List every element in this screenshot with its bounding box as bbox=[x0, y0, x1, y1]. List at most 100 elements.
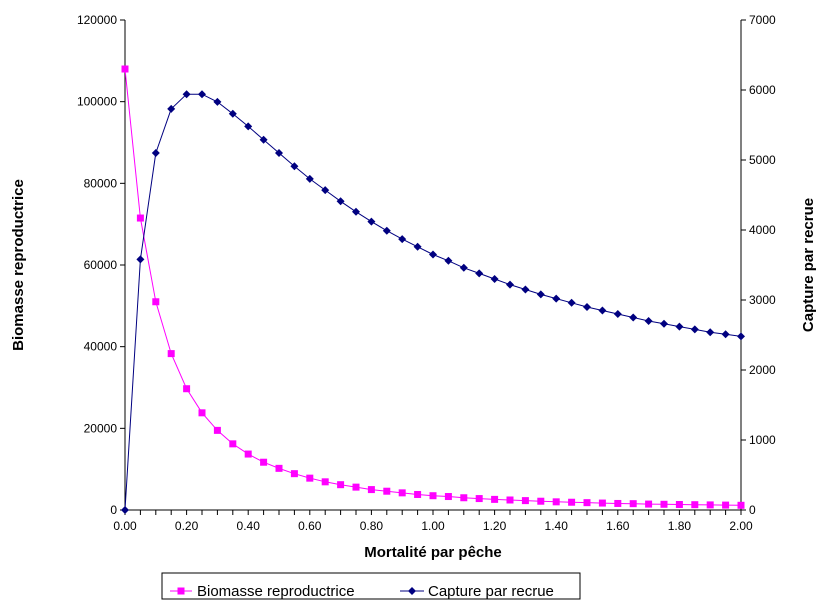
x-tick-label: 0.80 bbox=[360, 519, 384, 533]
x-tick-label: 0.40 bbox=[237, 519, 261, 533]
series-line-capture bbox=[124, 93, 742, 511]
data-point-capture bbox=[305, 174, 314, 183]
data-point-capture bbox=[275, 149, 283, 157]
data-point-biomasse bbox=[675, 500, 683, 508]
legend: Biomasse reproductrice Capture par recru… bbox=[161, 572, 581, 600]
y-right-tick-label: 5000 bbox=[749, 153, 776, 167]
data-point-biomasse bbox=[152, 298, 160, 306]
data-point-capture bbox=[506, 280, 514, 289]
y-right-tick-label: 4000 bbox=[749, 223, 776, 237]
x-tick-label: 1.20 bbox=[483, 519, 507, 533]
y-right-tick-label: 0 bbox=[749, 503, 756, 517]
data-point-biomasse bbox=[198, 409, 206, 417]
x-tick-label: 0.60 bbox=[298, 519, 322, 533]
data-point-biomasse bbox=[183, 385, 191, 393]
y-left-tick-label: 100000 bbox=[77, 95, 117, 109]
data-point-biomasse bbox=[645, 500, 653, 508]
y-left-tick-label: 60000 bbox=[84, 258, 118, 272]
data-point-biomasse bbox=[414, 490, 422, 498]
data-point-biomasse bbox=[213, 426, 221, 434]
data-point-biomasse bbox=[398, 489, 406, 497]
data-point-biomasse bbox=[491, 495, 499, 503]
data-point-capture bbox=[367, 217, 376, 226]
data-point-biomasse bbox=[229, 440, 237, 448]
data-point-biomasse bbox=[583, 499, 591, 507]
x-tick-label: 0.00 bbox=[113, 519, 137, 533]
data-point-biomasse bbox=[429, 492, 437, 500]
y-left-tick-label: 40000 bbox=[84, 340, 118, 354]
data-point-capture bbox=[151, 149, 160, 157]
data-point-biomasse bbox=[506, 496, 514, 504]
data-point-biomasse bbox=[306, 474, 314, 482]
y-left-tick-label: 120000 bbox=[77, 13, 117, 27]
data-point-capture bbox=[121, 506, 129, 514]
data-point-biomasse bbox=[321, 478, 329, 486]
data-point-biomasse bbox=[629, 500, 637, 508]
data-point-biomasse bbox=[737, 501, 745, 509]
data-point-biomasse bbox=[121, 65, 129, 73]
data-point-biomasse bbox=[475, 495, 483, 503]
data-point-capture bbox=[290, 162, 299, 171]
data-point-biomasse bbox=[352, 483, 360, 491]
y-left-tick-label: 20000 bbox=[84, 421, 118, 435]
data-point-capture bbox=[336, 197, 345, 206]
data-point-capture bbox=[675, 322, 684, 331]
data-point-biomasse bbox=[537, 497, 545, 505]
data-point-capture bbox=[444, 256, 453, 265]
legend-label-capture: Capture par recrue bbox=[428, 583, 554, 600]
series-layer bbox=[121, 65, 745, 514]
data-point-biomasse bbox=[568, 498, 576, 506]
x-tick-label: 0.20 bbox=[175, 519, 199, 533]
series-line-biomasse bbox=[124, 68, 742, 506]
data-point-biomasse bbox=[722, 501, 730, 509]
x-tick-label: 1.80 bbox=[668, 519, 692, 533]
data-point-biomasse bbox=[460, 494, 468, 502]
x-tick-label: 1.00 bbox=[421, 519, 445, 533]
data-point-biomasse bbox=[167, 350, 175, 358]
data-point-biomasse bbox=[290, 470, 298, 478]
legend-entry-capture: Capture par recrue bbox=[400, 583, 554, 600]
y-right-tick-label: 7000 bbox=[749, 13, 776, 27]
data-point-capture bbox=[167, 104, 176, 113]
data-point-capture bbox=[690, 325, 699, 334]
data-point-biomasse bbox=[244, 450, 252, 458]
data-point-biomasse bbox=[660, 500, 668, 508]
data-point-capture bbox=[706, 328, 715, 337]
data-point-capture bbox=[213, 97, 222, 106]
legend-marker-capture bbox=[408, 587, 416, 595]
y-left-axis-title: Biomasse reproductrice bbox=[10, 179, 27, 351]
y-left-tick-label: 0 bbox=[110, 503, 117, 517]
data-point-biomasse bbox=[691, 501, 699, 509]
data-point-capture bbox=[413, 242, 422, 251]
data-point-capture bbox=[475, 269, 484, 278]
legend-entry-biomasse: Biomasse reproductrice bbox=[170, 583, 355, 600]
data-point-capture bbox=[259, 135, 268, 144]
data-point-capture bbox=[567, 298, 576, 307]
data-point-biomasse bbox=[598, 499, 606, 507]
data-point-capture bbox=[382, 226, 391, 235]
y-right-tick-label: 1000 bbox=[749, 433, 776, 447]
y-right-tick-label: 6000 bbox=[749, 83, 776, 97]
data-point-capture bbox=[552, 294, 561, 303]
y-right-tick-label: 2000 bbox=[749, 363, 776, 377]
data-point-biomasse bbox=[275, 464, 283, 472]
axes-layer bbox=[120, 19, 746, 515]
data-point-biomasse bbox=[337, 481, 345, 489]
data-point-capture bbox=[429, 250, 437, 259]
data-point-biomasse bbox=[614, 499, 622, 507]
data-point-capture bbox=[398, 235, 407, 244]
ticks-layer: 0 20000 40000 60000 80000 100000 120000 0 1000 20… bbox=[77, 13, 776, 533]
y-right-tick-label: 3000 bbox=[749, 293, 776, 307]
x-tick-label: 1.40 bbox=[545, 519, 569, 533]
data-point-capture bbox=[198, 90, 206, 99]
data-point-capture bbox=[490, 275, 499, 283]
data-point-biomasse bbox=[552, 498, 560, 506]
data-point-biomasse bbox=[383, 487, 391, 495]
legend-label-biomasse: Biomasse reproductrice bbox=[197, 583, 355, 600]
data-point-capture bbox=[182, 90, 191, 99]
data-point-capture bbox=[536, 290, 545, 299]
data-point-capture bbox=[644, 317, 653, 325]
data-point-biomasse bbox=[521, 497, 529, 505]
y-right-axis-title: Capture par recrue bbox=[800, 198, 817, 332]
data-point-capture bbox=[321, 186, 330, 195]
